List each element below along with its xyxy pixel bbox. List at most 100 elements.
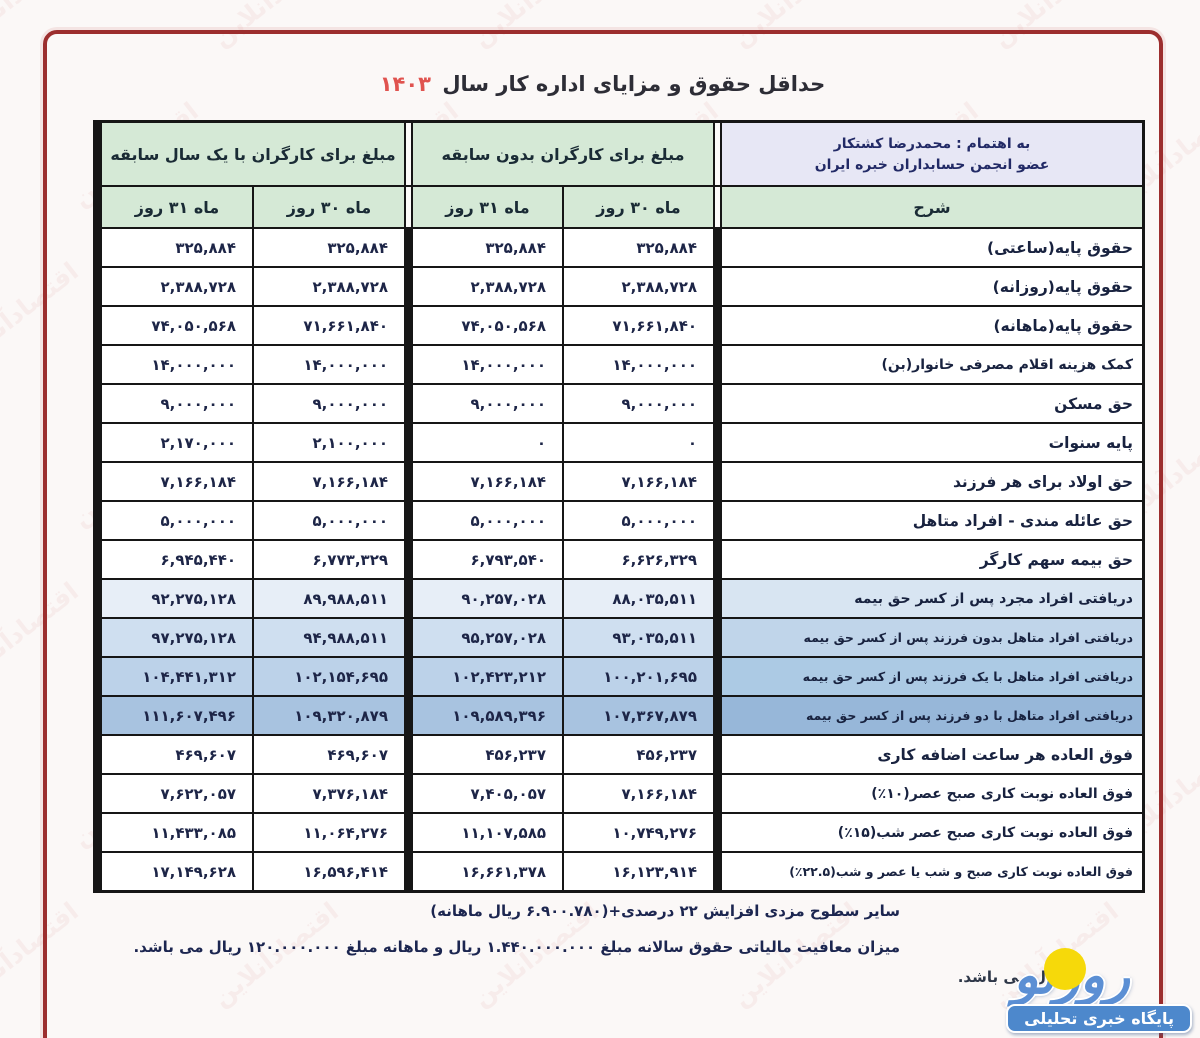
value-noexp-31: ۷۴,۰۵۰,۵۶۸ bbox=[413, 307, 562, 344]
row-desc: فوق العاده نوبت کاری صبح و شب یا عصر و ش… bbox=[722, 853, 1142, 890]
value-oneyear-31: ۱۱۱,۶۰۷,۴۹۶ bbox=[102, 697, 252, 734]
row-desc: پایه سنوات bbox=[722, 424, 1142, 461]
value-noexp-30: ۰ bbox=[564, 424, 713, 461]
value-oneyear-30: ۸۹,۹۸۸,۵۱۱ bbox=[254, 580, 404, 617]
col-group-no-experience: مبلغ برای کارگران بدون سابقه bbox=[413, 123, 713, 185]
row-desc: حقوق پایه(ماهانه) bbox=[722, 307, 1142, 344]
table-header-subcolumns: شرح ماه ۳۰ روز ماه ۳۱ روز ماه ۳۰ روز ماه… bbox=[96, 187, 1142, 227]
value-oneyear-31: ۷۴,۰۵۰,۵۶۸ bbox=[102, 307, 252, 344]
row-desc: دریافتی افراد متاهل با دو فرزند پس از کس… bbox=[722, 697, 1142, 734]
footnote-wage-increase: سایر سطوح مزدی افزایش ۲۲ درصدی+(۶.۹۰۰.۷۸… bbox=[430, 902, 900, 920]
value-noexp-31: ۱۱,۱۰۷,۵۸۵ bbox=[413, 814, 562, 851]
value-noexp-30: ۹۳,۰۳۵,۵۱۱ bbox=[564, 619, 713, 656]
table-row: فوق العاده هر ساعت اضافه کاری ۴۵۶,۲۳۷ ۴۵۶,… bbox=[96, 736, 1142, 773]
col-header-month31-oneyear: ماه ۳۱ روز bbox=[102, 187, 252, 227]
page-title: حداقل حقوق و مزایای اداره کار سال ۱۴۰۳ bbox=[43, 72, 1162, 96]
value-oneyear-30: ۱۴,۰۰۰,۰۰۰ bbox=[254, 346, 404, 383]
row-desc: حق عائله مندی - افراد متاهل bbox=[722, 502, 1142, 539]
red-border-frame bbox=[43, 30, 1163, 1038]
value-noexp-30: ۵,۰۰۰,۰۰۰ bbox=[564, 502, 713, 539]
value-noexp-31: ۱۰۹,۵۸۹,۳۹۶ bbox=[413, 697, 562, 734]
col-header-desc: شرح bbox=[722, 187, 1142, 227]
value-noexp-31: ۶,۷۹۳,۵۴۰ bbox=[413, 541, 562, 578]
table-row: حق اولاد برای هر فرزند ۷,۱۶۶,۱۸۴ ۷,۱۶۶,۱۸۴… bbox=[96, 463, 1142, 500]
value-noexp-30: ۸۸,۰۳۵,۵۱۱ bbox=[564, 580, 713, 617]
row-desc: کمک هزینه اقلام مصرفی خانوار(بن) bbox=[722, 346, 1142, 383]
table-row: حقوق پایه(ماهانه) ۷۱,۶۶۱,۸۴۰ ۷۴,۰۵۰,۵۶۸ ۷۱,… bbox=[96, 307, 1142, 344]
value-oneyear-31: ۹۲,۲۷۵,۱۲۸ bbox=[102, 580, 252, 617]
table-row: حقوق پایه(روزانه) ۲,۳۸۸,۷۲۸ ۲,۳۸۸,۷۲۸ ۲,۳۸۸… bbox=[96, 268, 1142, 305]
page-title-year: ۱۴۰۳ bbox=[379, 72, 431, 96]
value-noexp-30: ۳۲۵,۸۸۴ bbox=[564, 229, 713, 266]
value-oneyear-30: ۹,۰۰۰,۰۰۰ bbox=[254, 385, 404, 422]
value-noexp-30: ۷,۱۶۶,۱۸۴ bbox=[564, 775, 713, 812]
value-oneyear-31: ۹۷,۲۷۵,۱۲۸ bbox=[102, 619, 252, 656]
row-desc: حقوق پایه(روزانه) bbox=[722, 268, 1142, 305]
table-row: کمک هزینه اقلام مصرفی خانوار(بن) ۱۴,۰۰۰,۰… bbox=[96, 346, 1142, 383]
row-desc: حق مسکن bbox=[722, 385, 1142, 422]
table-row: دریافتی افراد متاهل با یک فرزند پس از کس… bbox=[96, 658, 1142, 695]
value-noexp-31: ۹۵,۲۵۷,۰۲۸ bbox=[413, 619, 562, 656]
value-noexp-30: ۱۰,۷۴۹,۲۷۶ bbox=[564, 814, 713, 851]
value-oneyear-31: ۳۲۵,۸۸۴ bbox=[102, 229, 252, 266]
row-desc: فوق العاده نوبت کاری صبح عصر(۱۰٪) bbox=[722, 775, 1142, 812]
header-gap bbox=[715, 187, 720, 227]
attribution-line1: به اهتمام : محمدرضا کشتکار bbox=[833, 135, 1031, 152]
value-noexp-31: ۹,۰۰۰,۰۰۰ bbox=[413, 385, 562, 422]
value-oneyear-30: ۹۴,۹۸۸,۵۱۱ bbox=[254, 619, 404, 656]
value-oneyear-31: ۱۱,۴۳۳,۰۸۵ bbox=[102, 814, 252, 851]
value-oneyear-30: ۱۱,۰۶۴,۲۷۶ bbox=[254, 814, 404, 851]
table-row: فوق العاده نوبت کاری صبح عصر(۱۰٪) ۷,۱۶۶,۱… bbox=[96, 775, 1142, 812]
value-oneyear-31: ۷,۶۲۲,۰۵۷ bbox=[102, 775, 252, 812]
value-oneyear-31: ۷,۱۶۶,۱۸۴ bbox=[102, 463, 252, 500]
value-noexp-31: ۷,۱۶۶,۱۸۴ bbox=[413, 463, 562, 500]
table-row: دریافتی افراد متاهل با دو فرزند پس از کس… bbox=[96, 697, 1142, 734]
site-logo: روزنو پایگاه خبری تحلیلی bbox=[848, 946, 1198, 1038]
value-noexp-31: ۱۰۲,۴۲۳,۲۱۲ bbox=[413, 658, 562, 695]
value-oneyear-30: ۷,۱۶۶,۱۸۴ bbox=[254, 463, 404, 500]
wage-table: به اهتمام : محمدرضا کشتکار عضو انجمن حسا… bbox=[93, 120, 1145, 893]
value-noexp-31: ۱۴,۰۰۰,۰۰۰ bbox=[413, 346, 562, 383]
table-row: پایه سنوات ۰ ۰ ۲,۱۰۰,۰۰۰ ۲,۱۷۰,۰۰۰ bbox=[96, 424, 1142, 461]
value-oneyear-31: ۲,۳۸۸,۷۲۸ bbox=[102, 268, 252, 305]
table-row: حق عائله مندی - افراد متاهل ۵,۰۰۰,۰۰۰ ۵,۰۰… bbox=[96, 502, 1142, 539]
value-oneyear-31: ۴۶۹,۶۰۷ bbox=[102, 736, 252, 773]
value-noexp-30: ۹,۰۰۰,۰۰۰ bbox=[564, 385, 713, 422]
value-oneyear-30: ۱۶,۵۹۶,۴۱۴ bbox=[254, 853, 404, 890]
value-noexp-30: ۱۴,۰۰۰,۰۰۰ bbox=[564, 346, 713, 383]
value-noexp-30: ۱۶,۱۲۳,۹۱۴ bbox=[564, 853, 713, 890]
table-row: حقوق پایه(ساعتی) ۳۲۵,۸۸۴ ۳۲۵,۸۸۴ ۳۲۵,۸۸۴ ۳۲۵… bbox=[96, 229, 1142, 266]
logo-yellow-circle-icon bbox=[1044, 948, 1086, 990]
value-noexp-30: ۱۰۰,۲۰۱,۶۹۵ bbox=[564, 658, 713, 695]
value-oneyear-30: ۱۰۹,۳۲۰,۸۷۹ bbox=[254, 697, 404, 734]
value-oneyear-30: ۱۰۲,۱۵۴,۶۹۵ bbox=[254, 658, 404, 695]
value-noexp-31: ۴۵۶,۲۳۷ bbox=[413, 736, 562, 773]
header-gap bbox=[715, 123, 720, 185]
value-noexp-31: ۵,۰۰۰,۰۰۰ bbox=[413, 502, 562, 539]
value-oneyear-30: ۷,۳۷۶,۱۸۴ bbox=[254, 775, 404, 812]
value-noexp-30: ۲,۳۸۸,۷۲۸ bbox=[564, 268, 713, 305]
table-row: فوق العاده نوبت کاری صبح عصر شب(۱۵٪) ۱۰,۷… bbox=[96, 814, 1142, 851]
footnote-tax-exemption: میزان معافیت مالیاتی حقوق سالانه مبلغ ۱.… bbox=[133, 938, 900, 956]
col-header-month30-oneyear: ماه ۳۰ روز bbox=[254, 187, 404, 227]
value-noexp-31: ۱۶,۶۶۱,۳۷۸ bbox=[413, 853, 562, 890]
table-row: حق مسکن ۹,۰۰۰,۰۰۰ ۹,۰۰۰,۰۰۰ ۹,۰۰۰,۰۰۰ ۹,۰۰۰,… bbox=[96, 385, 1142, 422]
value-noexp-30: ۶,۶۲۶,۳۲۹ bbox=[564, 541, 713, 578]
value-oneyear-30: ۲,۱۰۰,۰۰۰ bbox=[254, 424, 404, 461]
value-oneyear-30: ۶,۷۷۳,۳۲۹ bbox=[254, 541, 404, 578]
value-oneyear-31: ۲,۱۷۰,۰۰۰ bbox=[102, 424, 252, 461]
row-desc: حق بیمه سهم کارگر bbox=[722, 541, 1142, 578]
page-title-text: حداقل حقوق و مزایای اداره کار سال bbox=[442, 72, 826, 96]
row-desc: دریافتی افراد مجرد پس از کسر حق بیمه bbox=[722, 580, 1142, 617]
table-row: حق بیمه سهم کارگر ۶,۶۲۶,۳۲۹ ۶,۷۹۳,۵۴۰ ۶,۷۷۳… bbox=[96, 541, 1142, 578]
row-desc: فوق العاده نوبت کاری صبح عصر شب(۱۵٪) bbox=[722, 814, 1142, 851]
row-desc: حقوق پایه(ساعتی) bbox=[722, 229, 1142, 266]
value-noexp-31: ۳۲۵,۸۸۴ bbox=[413, 229, 562, 266]
value-oneyear-31: ۱۴,۰۰۰,۰۰۰ bbox=[102, 346, 252, 383]
row-desc: دریافتی افراد متاهل با یک فرزند پس از کس… bbox=[722, 658, 1142, 695]
attribution-line2: عضو انجمن حسابداران خبره ایران bbox=[814, 156, 1050, 173]
table-row: دریافتی افراد مجرد پس از کسر حق بیمه ۸۸,۰… bbox=[96, 580, 1142, 617]
col-header-month30-noexp: ماه ۳۰ روز bbox=[564, 187, 713, 227]
value-noexp-30: ۱۰۷,۳۶۷,۸۷۹ bbox=[564, 697, 713, 734]
